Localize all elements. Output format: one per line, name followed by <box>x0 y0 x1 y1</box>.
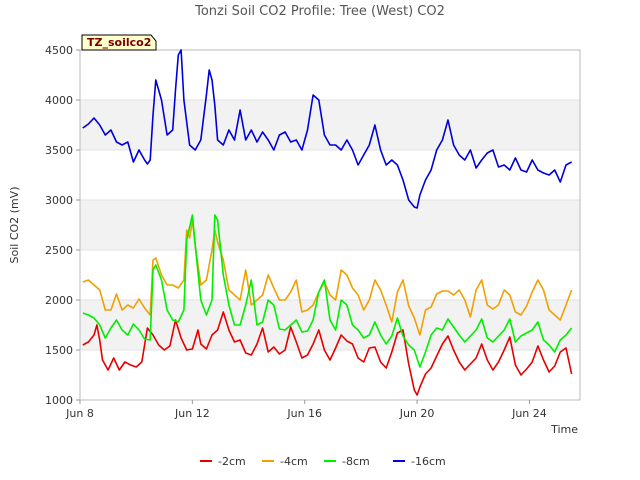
background-bands <box>80 100 580 350</box>
legend-label-2cm: -2cm <box>218 455 246 468</box>
tag-box: TZ_soilco2 <box>81 34 157 51</box>
y-tick-label-1000: 1000 <box>45 394 73 407</box>
series-line-2cm <box>82 311 573 396</box>
x-tick-label-20: Jun 20 <box>399 407 435 420</box>
series-line-8cm <box>82 214 573 368</box>
y-axis-ticks: 1000 1500 2000 2500 3000 3500 4000 4500 <box>45 44 80 407</box>
series-line-4cm <box>82 219 573 336</box>
y-tick-label-2000: 2000 <box>45 294 73 307</box>
x-tick-label-16: Jun 16 <box>286 407 322 420</box>
background-band-0 <box>80 300 580 350</box>
x-tick-label-8: Jun 8 <box>65 407 94 420</box>
series-lines <box>82 49 573 396</box>
y-tick-label-3000: 3000 <box>45 194 73 207</box>
y-axis-label: Soil CO2 (mV) <box>8 187 21 264</box>
legend-label-4cm: -4cm <box>280 455 308 468</box>
tag-label: TZ_soilco2 <box>87 36 151 49</box>
legend-label-16cm: -16cm <box>411 455 446 468</box>
background-band-2 <box>80 100 580 150</box>
plot-area-frame <box>79 49 581 401</box>
x-axis-ticks: Jun 8 Jun 12 Jun 16 Jun 20 Jun 24 <box>65 400 547 420</box>
series-line-16cm <box>82 49 572 209</box>
x-tick-label-12: Jun 12 <box>174 407 210 420</box>
y-tick-label-4500: 4500 <box>45 44 73 57</box>
x-tick-label-24: Jun 24 <box>511 407 547 420</box>
x-axis-label: Time <box>550 423 578 436</box>
y-tick-label-3500: 3500 <box>45 144 73 157</box>
legend-label-8cm: -8cm <box>342 455 370 468</box>
background-band-1 <box>80 200 580 250</box>
legend: -2cm -4cm -8cm -16cm <box>200 455 446 468</box>
y-tick-label-2500: 2500 <box>45 244 73 257</box>
y-tick-label-1500: 1500 <box>45 344 73 357</box>
y-tick-label-4000: 4000 <box>45 94 73 107</box>
chart-title: Tonzi Soil CO2 Profile: Tree (West) CO2 <box>194 4 445 19</box>
